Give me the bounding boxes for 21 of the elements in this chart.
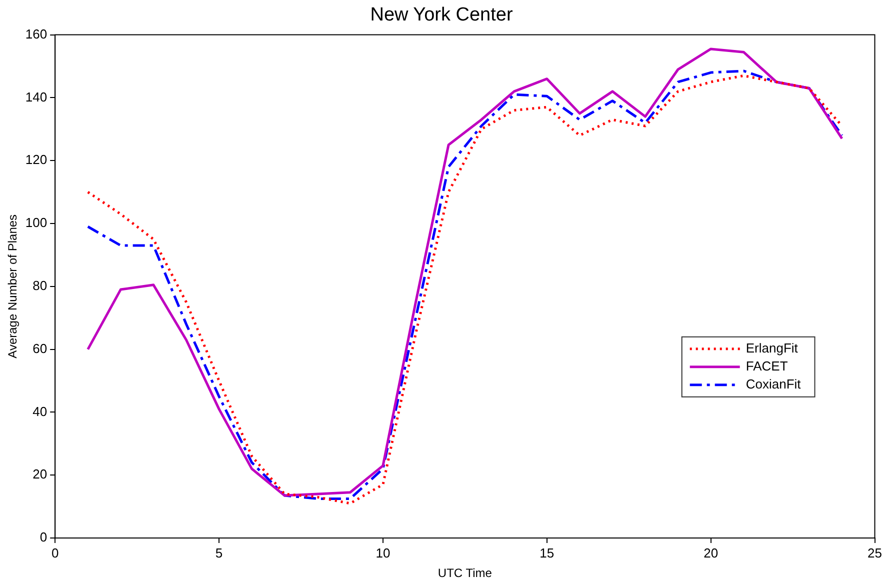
y-tick-label: 140 <box>25 89 48 104</box>
x-tick-label: 5 <box>215 545 223 560</box>
y-tick-label: 80 <box>32 278 48 293</box>
x-tick-label: 25 <box>868 545 882 560</box>
y-tick-label: 100 <box>25 215 48 230</box>
y-axis-title: Average Number of Planes <box>6 214 20 358</box>
y-tick-label: 160 <box>25 26 48 42</box>
y-tick-label: 40 <box>32 404 48 419</box>
x-tick-label: 0 <box>51 545 59 560</box>
y-tick-label: 0 <box>40 530 48 545</box>
y-tick-label: 120 <box>25 152 48 168</box>
y-tick-label: 20 <box>32 466 48 482</box>
legend-label: CoxianFit <box>746 376 802 392</box>
legend-label: FACET <box>746 358 788 374</box>
x-tick-label: 15 <box>540 545 554 560</box>
x-tick-label: 10 <box>376 545 390 560</box>
x-axis-title: UTC Time <box>438 566 492 580</box>
chart-title: New York Center <box>370 4 514 26</box>
x-tick-label: 20 <box>704 545 718 560</box>
legend-label: ErlangFit <box>746 340 798 356</box>
y-tick-label: 60 <box>32 340 48 356</box>
